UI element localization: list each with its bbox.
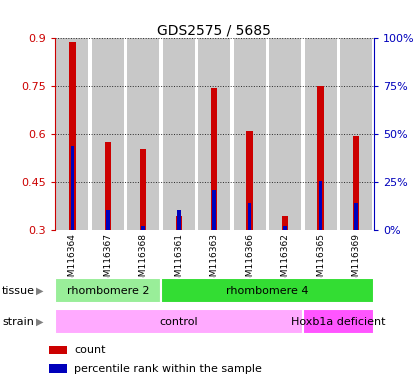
- Bar: [49, 364, 67, 373]
- Text: ▶: ▶: [36, 286, 43, 296]
- Bar: [55, 309, 303, 334]
- Bar: [49, 346, 67, 354]
- Bar: [69, 41, 76, 230]
- Bar: [247, 131, 253, 230]
- Title: GDS2575 / 5685: GDS2575 / 5685: [157, 23, 271, 37]
- Bar: [248, 203, 252, 230]
- Bar: [211, 88, 218, 230]
- Text: Hoxb1a deficient: Hoxb1a deficient: [291, 316, 386, 327]
- Bar: [92, 38, 124, 230]
- Text: rhombomere 4: rhombomere 4: [226, 286, 309, 296]
- Text: count: count: [74, 345, 106, 355]
- Bar: [161, 278, 374, 303]
- Bar: [105, 142, 111, 230]
- Bar: [198, 38, 230, 230]
- Bar: [353, 136, 359, 230]
- Bar: [163, 38, 195, 230]
- Bar: [340, 38, 372, 230]
- Bar: [176, 216, 182, 230]
- Bar: [318, 86, 324, 230]
- Text: rhombomere 2: rhombomere 2: [66, 286, 149, 296]
- Text: strain: strain: [2, 316, 34, 327]
- Text: percentile rank within the sample: percentile rank within the sample: [74, 364, 262, 374]
- Bar: [303, 309, 374, 334]
- Bar: [304, 38, 336, 230]
- Bar: [106, 210, 110, 230]
- Bar: [55, 278, 161, 303]
- Bar: [269, 38, 301, 230]
- Bar: [234, 38, 265, 230]
- Bar: [319, 181, 323, 230]
- Bar: [127, 38, 159, 230]
- Bar: [56, 38, 88, 230]
- Bar: [354, 203, 358, 230]
- Bar: [142, 225, 145, 230]
- Bar: [284, 225, 287, 230]
- Bar: [177, 210, 181, 230]
- Bar: [213, 190, 216, 230]
- Text: ▶: ▶: [36, 316, 43, 327]
- Bar: [282, 216, 288, 230]
- Bar: [140, 149, 147, 230]
- Text: tissue: tissue: [2, 286, 35, 296]
- Bar: [71, 146, 74, 230]
- Text: control: control: [160, 316, 198, 327]
